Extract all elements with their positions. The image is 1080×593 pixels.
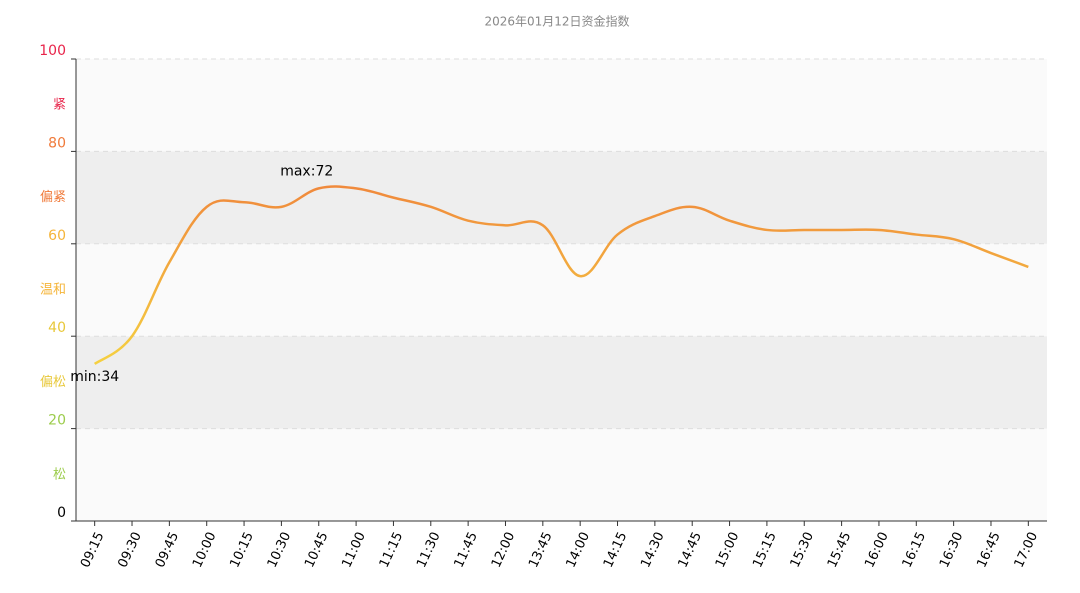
x-tick-label: 10:00 [190,530,219,570]
x-tick-label: 13:45 [526,530,555,570]
x-tick-label: 15:30 [788,530,817,570]
band [76,151,1047,244]
band-label: 紧 [53,98,66,113]
band [76,336,1047,429]
chart-title: 2026年01月12日资金指数 [484,14,629,29]
y-tick-label: 60 [48,228,66,244]
x-tick-label: 17:00 [1012,530,1041,570]
x-tick-label: 14:45 [676,530,705,570]
x-tick-label: 09:45 [153,530,182,570]
x-tick-label: 09:15 [78,530,107,570]
x-tick-label: 11:15 [377,530,406,570]
y-tick-label: 80 [48,135,66,151]
y-tick-label: 20 [48,413,66,429]
band-label: 偏松 [40,375,66,390]
x-tick-label: 15:00 [713,530,742,570]
x-tick-label: 14:00 [564,530,593,570]
band-label: 偏紧 [40,190,66,205]
band [76,428,1047,521]
x-tick-label: 09:30 [115,530,144,570]
x-tick-label: 15:45 [825,530,854,570]
x-tick-label: 11:00 [339,530,368,570]
band [76,59,1047,152]
x-tick-label: 14:30 [638,530,667,570]
x-tick-label: 15:15 [750,530,779,570]
x-tick-label: 12:00 [489,530,518,570]
x-tick-label: 16:00 [862,530,891,570]
band-label: 松 [53,467,66,482]
y-tick-label: 0 [57,505,66,521]
x-tick-label: 11:30 [414,530,443,570]
x-tick-label: 16:45 [974,530,1003,570]
y-tick-label: 100 [39,43,66,59]
max-label: max:72 [280,163,333,179]
x-tick-label: 16:30 [937,530,966,570]
min-label: min:34 [70,369,119,385]
x-tick-label: 11:45 [452,530,481,570]
x-tick-label: 10:30 [265,530,294,570]
x-tick-label: 16:15 [900,530,929,570]
band-label: 温和 [40,283,66,298]
data-line [93,185,1029,365]
band [76,243,1047,337]
x-tick-label: 14:15 [601,530,630,570]
x-tick-label: 10:15 [227,530,256,570]
y-tick-label: 40 [48,320,66,336]
x-tick-label: 10:45 [302,530,331,570]
